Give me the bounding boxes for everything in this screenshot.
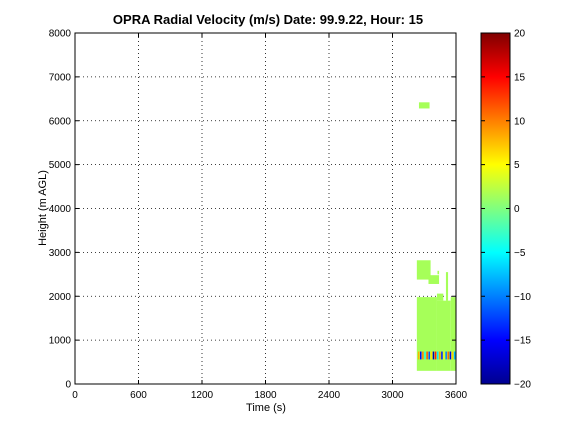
velocity-fine-cell [434, 351, 437, 360]
velocity-cell [416, 260, 431, 280]
velocity-cell [445, 272, 449, 301]
y-tick-label: 2000 [49, 292, 72, 303]
velocity-fine-cell [443, 351, 445, 360]
x-tick-label: 1200 [191, 390, 214, 401]
colorbar-tick-label: 0 [514, 204, 520, 215]
grid-lines [75, 33, 456, 384]
velocity-fine-cell [449, 351, 452, 360]
y-tick-label: 3000 [49, 248, 72, 259]
y-tick-label: 1000 [49, 336, 72, 347]
velocity-fine-cell [439, 351, 441, 360]
colorbar-tick-label: −10 [514, 292, 531, 303]
y-tick-label: 5000 [49, 160, 72, 171]
velocity-cell [436, 293, 444, 301]
y-axis-label: Height (m AGL) [37, 170, 49, 246]
colorbar-tick-label: 20 [514, 29, 526, 40]
velocity-fine-cell [447, 351, 450, 360]
y-axis: 0 1000 2000 3000 4000 5000 6000 7000 8000 [49, 29, 456, 391]
colorbar-tick-label: −20 [514, 380, 531, 391]
colorbar-tick-label: 5 [514, 160, 520, 171]
y-tick-label: 4000 [49, 204, 72, 215]
velocity-fine-cell [445, 351, 447, 360]
x-axis: 0 600 1200 1800 2400 3000 3600 [72, 33, 468, 401]
colorbar-tick-label: −15 [514, 336, 531, 347]
colorbar-ticks: −20 −15 −10 −5 0 5 10 15 20 [481, 29, 531, 391]
velocity-cell [450, 297, 456, 371]
velocity-fine-cell [424, 351, 426, 360]
x-tick-label: 3600 [445, 390, 468, 401]
y-tick-label: 0 [65, 380, 71, 391]
velocity-cell [416, 297, 437, 371]
velocity-fine-cell [432, 351, 435, 360]
velocity-fine-cell [420, 351, 422, 360]
x-tick-label: 600 [130, 390, 147, 401]
x-tick-label: 3000 [381, 390, 404, 401]
velocity-fine-cell [417, 351, 420, 360]
velocity-fine-cell [451, 351, 454, 360]
velocity-cell [428, 275, 440, 284]
x-tick-label: 0 [72, 390, 78, 401]
x-axis-label: Time (s) [246, 402, 286, 414]
velocity-fine-cell [430, 351, 433, 360]
velocity-fine-cell [426, 351, 428, 360]
colorbar-tick-label: 10 [514, 116, 526, 127]
velocity-cell [436, 300, 451, 371]
y-tick-label: 8000 [49, 29, 72, 40]
x-tick-label: 2400 [318, 390, 341, 401]
x-tick-label: 1800 [254, 390, 277, 401]
colorbar [480, 32, 511, 385]
velocity-cell [418, 102, 430, 109]
colorbar-tick-label: 15 [514, 72, 526, 83]
velocity-cell [437, 270, 440, 275]
velocity-fine-cell [428, 351, 430, 360]
velocity-fine-cell [422, 351, 424, 360]
y-tick-label: 7000 [49, 72, 72, 83]
chart-title: OPRA Radial Velocity (m/s) Date: 99.9.22… [113, 12, 423, 27]
velocity-fine-cells [417, 351, 456, 360]
velocity-fine-cell [453, 351, 456, 360]
colorbar-tick-label: −5 [514, 248, 526, 259]
y-tick-label: 6000 [49, 116, 72, 127]
velocity-fine-cell [441, 351, 443, 360]
velocity-fine-cell [436, 351, 439, 360]
